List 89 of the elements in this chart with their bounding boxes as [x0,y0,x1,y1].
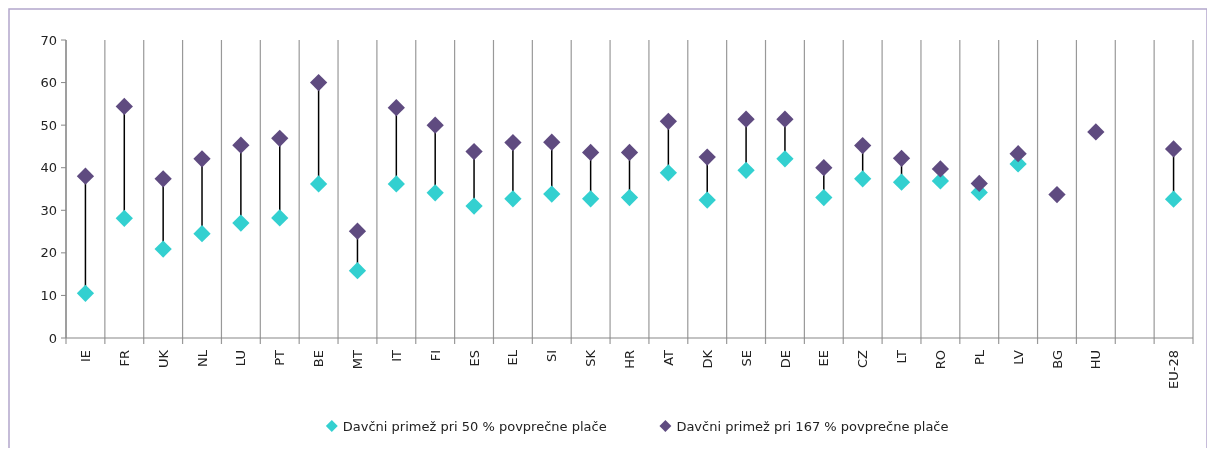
point [193,150,211,168]
point [387,99,405,117]
x-tick-label: FI [427,350,443,362]
x-tick-label: LV [1010,349,1026,365]
x-tick-label: IT [388,349,404,362]
point [659,164,677,182]
point [582,190,600,208]
point [348,262,367,280]
x-tick-label: LU [233,350,249,367]
point [659,112,677,130]
point [504,133,522,152]
x-tick-label: PT [272,349,288,366]
point [1164,140,1183,158]
x-tick-label: HR [622,350,638,369]
point [232,214,250,232]
point [737,110,755,128]
y-tick-label: 70 [40,32,57,48]
point [76,284,95,302]
x-tick-label: RO [932,350,948,370]
x-tick-label: DE [777,350,793,369]
x-tick-label: EL [505,349,521,366]
point [1087,123,1105,141]
x-tick-label: IE [77,350,93,363]
point [232,136,250,154]
point [271,209,289,227]
x-tick-label: ES [466,350,482,367]
x-tick-label: PL [971,349,987,366]
x-tick-label: DK [699,349,715,369]
x-tick-label: NL [194,349,210,367]
point [931,160,950,178]
x-tick-label: UK [155,349,171,369]
point [854,136,872,155]
point [737,161,755,179]
point [620,143,639,162]
point [309,175,328,193]
point [543,133,561,151]
point [582,143,600,162]
point [465,142,483,161]
x-tick-label: HU [1088,350,1104,370]
point [1048,185,1066,204]
x-tick-label: SI [544,350,560,363]
point [1164,190,1183,208]
point [115,209,133,228]
point [387,175,405,193]
point [76,167,95,185]
y-tick-label: 50 [40,117,57,133]
legend-label: Davčni primež pri 167 % povprečne plače [676,418,949,434]
point [815,188,833,207]
point [426,116,444,134]
point [854,170,872,188]
x-tick-label: BE [311,350,327,368]
point [115,97,133,116]
y-tick-label: 20 [40,245,57,261]
point [776,110,794,128]
point [698,148,716,166]
point [193,225,211,243]
point [892,149,911,167]
point [892,173,911,191]
point [543,185,561,203]
x-tick-label: LT [894,349,910,364]
point [620,188,639,207]
x-tick-label: SE [738,350,754,367]
x-tick-label: SK [583,349,599,367]
point [271,129,289,147]
point [465,197,483,215]
y-tick-label: 0 [48,330,57,346]
point [154,240,172,258]
point [504,190,522,208]
x-tick-label: EE [816,350,832,367]
point [309,73,328,92]
point [815,159,833,177]
point [776,150,794,168]
y-tick-label: 40 [40,160,57,176]
x-tick-label: CZ [855,349,871,368]
point [348,222,367,240]
y-tick-label: 10 [40,287,57,303]
point [970,174,988,193]
y-tick-label: 60 [40,75,57,91]
point [1009,145,1027,163]
point [426,184,444,202]
x-tick-label: MT [350,349,366,370]
legend-label: Davčni primež pri 50 % povprečne plače [342,418,607,434]
x-tick-label: EU-28 [1166,350,1182,389]
y-tick-label: 30 [40,202,57,218]
x-tick-label: BG [1049,350,1065,369]
point [154,170,172,188]
x-tick-label: FR [116,350,132,367]
point [698,191,716,209]
x-tick-label: AT [660,349,676,366]
